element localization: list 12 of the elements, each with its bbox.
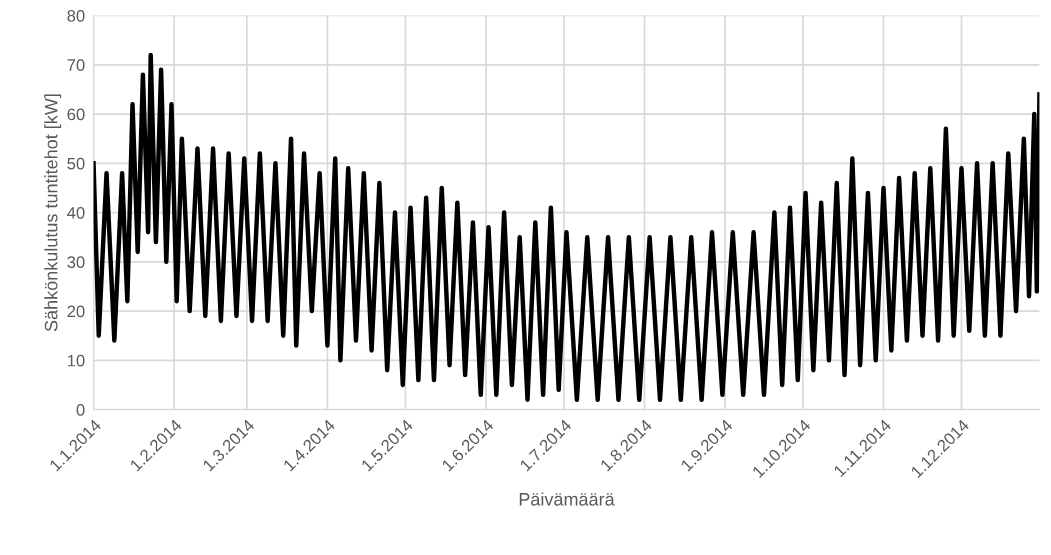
line-series — [93, 52, 1040, 402]
y-axis-title: Sähkönkulutus tuntitehot [kW] — [44, 94, 62, 332]
y-tick-label: 30 — [67, 256, 85, 269]
y-tick-label: 80 — [67, 9, 85, 22]
y-tick-label: 50 — [67, 157, 85, 170]
y-tick-label: 20 — [67, 305, 85, 318]
y-tick-label: 70 — [67, 59, 85, 71]
y-tick-label: 60 — [67, 108, 85, 121]
y-tick-label: 0 — [76, 403, 85, 416]
x-axis-title: Päivämäärä — [519, 492, 615, 506]
y-tick-label: 40 — [67, 206, 85, 219]
y-tick-label: 10 — [67, 354, 85, 367]
